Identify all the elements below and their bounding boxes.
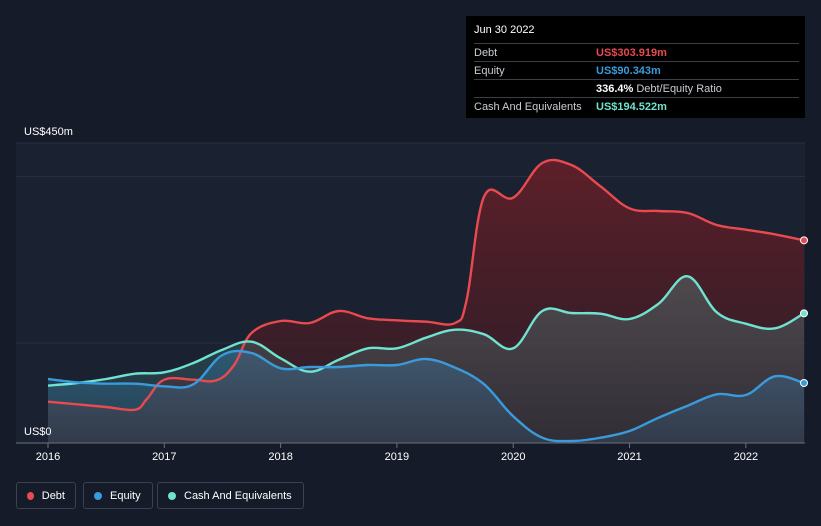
y-tick-label-top: US$450m (24, 126, 73, 138)
legend-label-cash: Cash And Equivalents (184, 489, 292, 502)
tooltip-label-debt: Debt (474, 47, 498, 59)
x-tick-label-2020: 2020 (501, 451, 525, 463)
tooltip-ratio-caption: Debt/Equity Ratio (636, 83, 722, 95)
x-tick-label-2022: 2022 (734, 451, 758, 463)
area-equity (48, 350, 804, 443)
line-equity (47, 349, 805, 443)
tooltip-label-cash: Cash And Equivalents (474, 101, 582, 113)
tooltip-value-cash: US$194.522m (596, 101, 667, 113)
legend-debt[interactable]: Debt (16, 482, 76, 509)
data-tooltip: Jun 30 2022 Debt US$303.919m Equity US$9… (466, 16, 805, 118)
tooltip-value-equity: US$90.343m (596, 65, 661, 77)
legend-cash[interactable]: Cash And Equivalents (157, 482, 304, 509)
endpoint-cash-and-equivalents[interactable] (800, 309, 808, 318)
legend-label-debt: Debt (41, 489, 65, 502)
line-debt (47, 158, 805, 412)
x-tick-label-2018: 2018 (268, 451, 292, 463)
tooltip-row-debt: Debt US$303.919m (474, 43, 799, 61)
series-endpoints (800, 236, 808, 387)
endpoint-equity[interactable] (800, 379, 808, 387)
legend-dot-cash (168, 491, 176, 500)
series-lines (47, 158, 805, 443)
legend-dot-debt (27, 491, 34, 500)
x-tick-label-2016: 2016 (36, 451, 60, 463)
legend-equity[interactable]: Equity (83, 482, 153, 509)
tooltip-row-ratio: 336.4% Debt/Equity Ratio (474, 79, 799, 97)
tooltip-row-cash: Cash And Equivalents US$194.522m (474, 97, 799, 115)
y-tick-label-bottom: US$0 (24, 426, 52, 438)
x-tick-label-2017: 2017 (152, 451, 176, 463)
x-tick-label-2019: 2019 (385, 451, 409, 463)
tooltip-label-equity: Equity (474, 65, 505, 77)
x-axis: 2016 2017 2018 2019 2020 2021 2022 (36, 443, 758, 463)
tooltip-date: Jun 30 2022 (474, 24, 535, 36)
legend-dot-equity (94, 491, 102, 500)
tooltip-row-equity: Equity US$90.343m (474, 61, 799, 79)
tooltip-value-ratio: 336.4% (596, 83, 634, 95)
x-tick-label-2021: 2021 (617, 451, 641, 463)
tooltip-value-debt: US$303.919m (596, 47, 667, 59)
endpoint-debt[interactable] (800, 236, 808, 245)
line-cash-and-equivalents (47, 275, 805, 387)
legend-label-equity: Equity (110, 489, 141, 502)
